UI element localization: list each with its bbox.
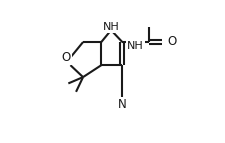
Text: NH: NH (103, 22, 119, 32)
Text: O: O (167, 35, 176, 48)
Text: O: O (61, 51, 71, 64)
Text: N: N (118, 98, 127, 111)
Text: NH: NH (127, 41, 144, 51)
